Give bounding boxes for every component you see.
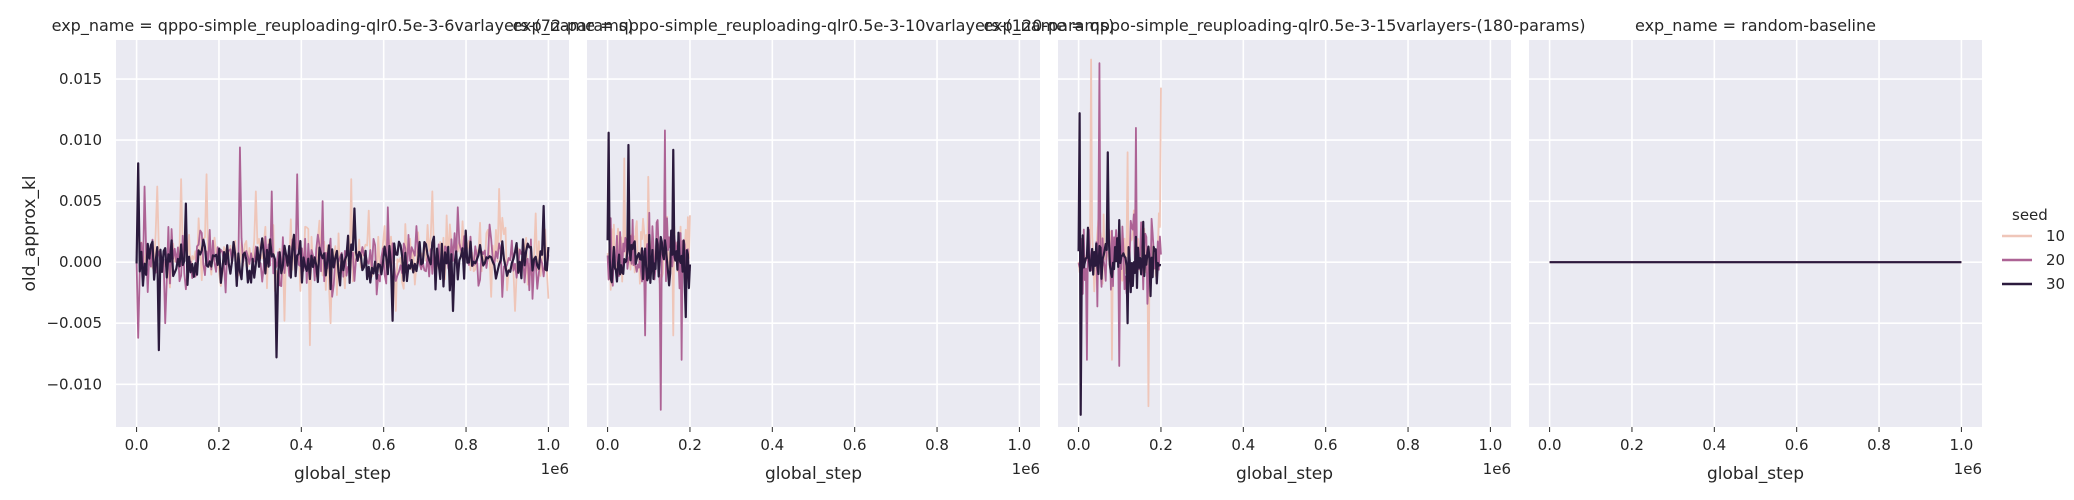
- x-tick-label: 0.2: [678, 436, 702, 454]
- legend-title: seed: [2012, 206, 2048, 224]
- x-tick-label: 0.8: [1396, 436, 1420, 454]
- x-tick-label: 0.6: [1785, 436, 1809, 454]
- x-tick-label: 0.8: [1867, 436, 1891, 454]
- x-tick-label: 0.2: [1149, 436, 1173, 454]
- plot-background: [587, 40, 1040, 427]
- facet-panel: exp_name = qppo-simple_reuploading-qlr0.…: [512, 16, 1114, 484]
- series-line: [606, 131, 692, 319]
- x-tick-label: 1.0: [1007, 436, 1031, 454]
- x-tick-label: 0.4: [1702, 436, 1726, 454]
- y-tick-label: 0.010: [59, 131, 102, 149]
- x-tick-label: 0.4: [1231, 436, 1255, 454]
- x-axis-label: global_step: [1236, 464, 1333, 484]
- x-tick-label: 0.4: [760, 436, 784, 454]
- x-axis-offset-label: 1e6: [1012, 460, 1040, 478]
- x-tick-label: 0.0: [125, 436, 149, 454]
- x-axis-offset-label: 1e6: [541, 460, 569, 478]
- facet-title: exp_name = qppo-simple_reuploading-qlr0.…: [52, 16, 634, 36]
- x-tick-label: 0.8: [454, 436, 478, 454]
- x-tick-label: 1.0: [1478, 436, 1502, 454]
- plot-background: [1529, 40, 1982, 427]
- facet-title: exp_name = qppo-simple_reuploading-qlr0.…: [983, 16, 1585, 36]
- x-tick-label: 0.4: [289, 436, 313, 454]
- y-axis-label: old_approx_kl: [20, 175, 40, 291]
- x-tick-label: 0.2: [207, 436, 231, 454]
- facet-panel: exp_name = qppo-simple_reuploading-qlr0.…: [983, 16, 1585, 484]
- x-axis-offset-label: 1e6: [1483, 460, 1511, 478]
- series-line: [135, 162, 550, 359]
- x-tick-label: 0.8: [925, 436, 949, 454]
- x-tick-label: 0.0: [1067, 436, 1091, 454]
- facet-title: exp_name = qppo-simple_reuploading-qlr0.…: [512, 16, 1114, 36]
- x-tick-label: 0.2: [1620, 436, 1644, 454]
- x-tick-label: 0.0: [1538, 436, 1562, 454]
- x-axis-label: global_step: [765, 464, 862, 484]
- y-tick-label: −0.010: [46, 375, 102, 393]
- y-tick-label: 0.005: [59, 192, 102, 210]
- x-axis-offset-label: 1e6: [1954, 460, 1982, 478]
- x-tick-label: 0.0: [596, 436, 620, 454]
- legend-label: 20: [2046, 251, 2065, 269]
- facet-title: exp_name = random-baseline: [1635, 16, 1876, 36]
- y-tick-label: 0.015: [59, 70, 102, 88]
- series-line: [1077, 112, 1162, 416]
- x-tick-label: 1.0: [536, 436, 560, 454]
- x-tick-label: 0.6: [843, 436, 867, 454]
- legend-label: 30: [2046, 275, 2065, 293]
- x-tick-label: 0.6: [1314, 436, 1338, 454]
- facet-panel: exp_name = qppo-simple_reuploading-qlr0.…: [20, 16, 633, 484]
- legend-label: 10: [2046, 227, 2065, 245]
- plot-background: [116, 40, 569, 427]
- y-tick-label: 0.000: [59, 253, 102, 271]
- facet-panel: exp_name = random-baseline 0.0 0.2 0.4 0.6 0.…: [1529, 16, 1982, 484]
- y-tick-label: −0.005: [46, 314, 102, 332]
- x-tick-label: 1.0: [1949, 436, 1973, 454]
- x-tick-label: 0.6: [372, 436, 396, 454]
- legend: seed 10 20 30: [2002, 206, 2065, 293]
- x-axis-label: global_step: [294, 464, 391, 484]
- x-axis-label: global_step: [1707, 464, 1804, 484]
